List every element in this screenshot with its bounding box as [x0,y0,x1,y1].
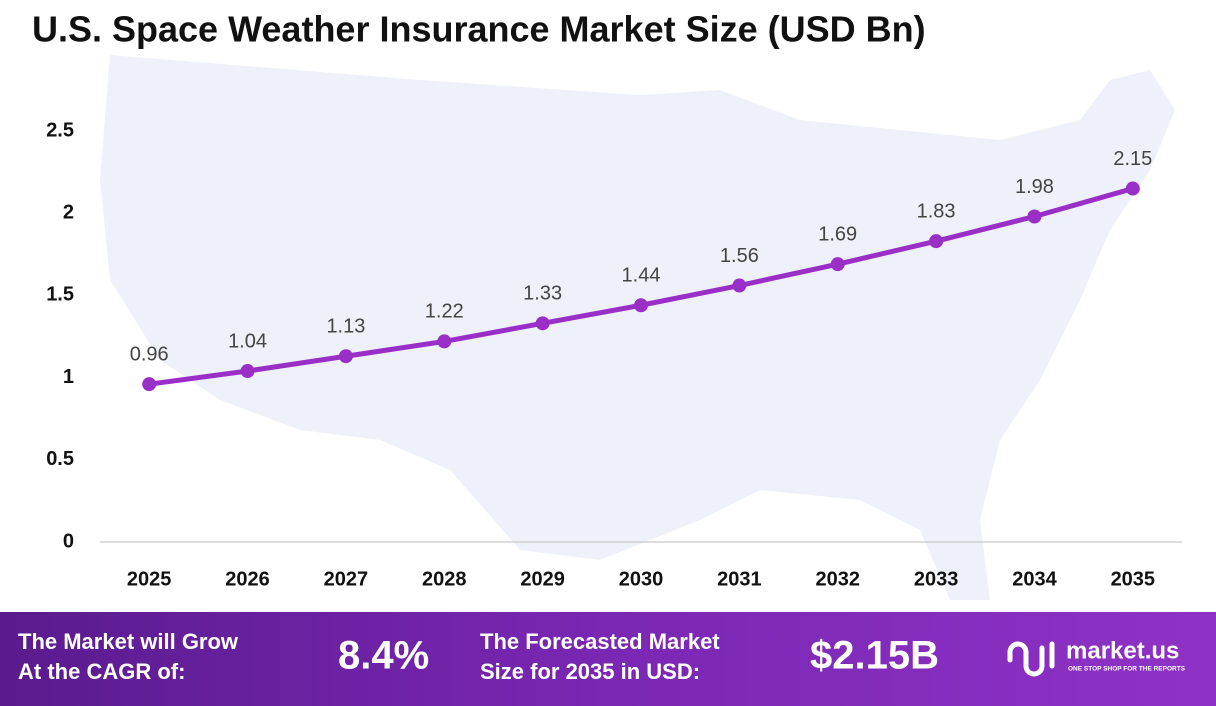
x-tick-label: 2031 [717,568,762,590]
data-label: 1.33 [523,283,562,305]
forecast-label: Size for 2035 in USD: [480,659,700,684]
data-label: 1.69 [818,223,857,245]
forecast-value: $2.15B [810,634,939,678]
y-tick-label: 2.5 [46,119,74,141]
point [1027,209,1042,224]
x-tick-label: 2026 [225,568,270,590]
x-tick-label: 2030 [619,568,664,590]
x-tick-label: 2029 [520,568,565,590]
data-label: 1.83 [917,200,956,222]
x-tick-label: 2034 [1012,568,1057,590]
data-label: 1.13 [326,316,365,338]
data-label: 2.15 [1113,148,1152,170]
x-tick-label: 2025 [127,568,172,590]
forecast-label: The Forecasted Market [480,629,720,654]
map-background [100,55,1175,600]
logo-tagline: ONE STOP SHOP FOR THE REPORTS [1068,666,1186,673]
cagr-label: The Market will Grow [18,629,239,654]
data-label: 1.98 [1015,176,1054,198]
x-tick-label: 2028 [422,568,467,590]
footer-band [0,612,1216,706]
point [732,278,747,293]
chart-title: U.S. Space Weather Insurance Market Size… [32,9,926,50]
point [535,316,550,331]
y-tick-label: 0 [63,530,74,552]
data-label: 0.96 [130,343,169,365]
data-label: 1.22 [425,301,464,323]
data-label: 1.44 [622,265,661,287]
point [929,234,944,249]
x-tick-label: 2032 [815,568,860,590]
x-tick-label: 2027 [324,568,369,590]
point [830,257,845,272]
cagr-label: At the CAGR of: [18,659,185,684]
y-tick-label: 0.5 [46,448,74,470]
y-tick-label: 2 [63,201,74,223]
y-tick-label: 1 [63,366,74,388]
data-label: 1.04 [228,330,267,352]
point [437,334,452,349]
x-tick-label: 2035 [1111,568,1156,590]
cagr-value: 8.4% [338,634,429,678]
point [142,377,157,392]
x-tick-label: 2033 [914,568,959,590]
y-tick-label: 1.5 [46,284,74,306]
logo-icon [1007,641,1055,677]
point [1125,181,1140,196]
point [634,298,648,313]
data-label: 1.56 [720,245,759,267]
logo-text: market.us [1066,637,1179,664]
point [338,349,353,364]
point [240,364,255,379]
